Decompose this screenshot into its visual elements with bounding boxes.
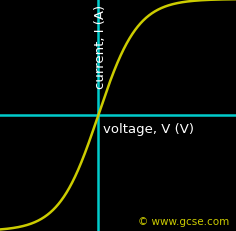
Text: voltage, V (V): voltage, V (V) — [103, 122, 194, 135]
Text: © www.gcse.com: © www.gcse.com — [138, 216, 229, 226]
Text: current, I (A): current, I (A) — [94, 5, 107, 88]
